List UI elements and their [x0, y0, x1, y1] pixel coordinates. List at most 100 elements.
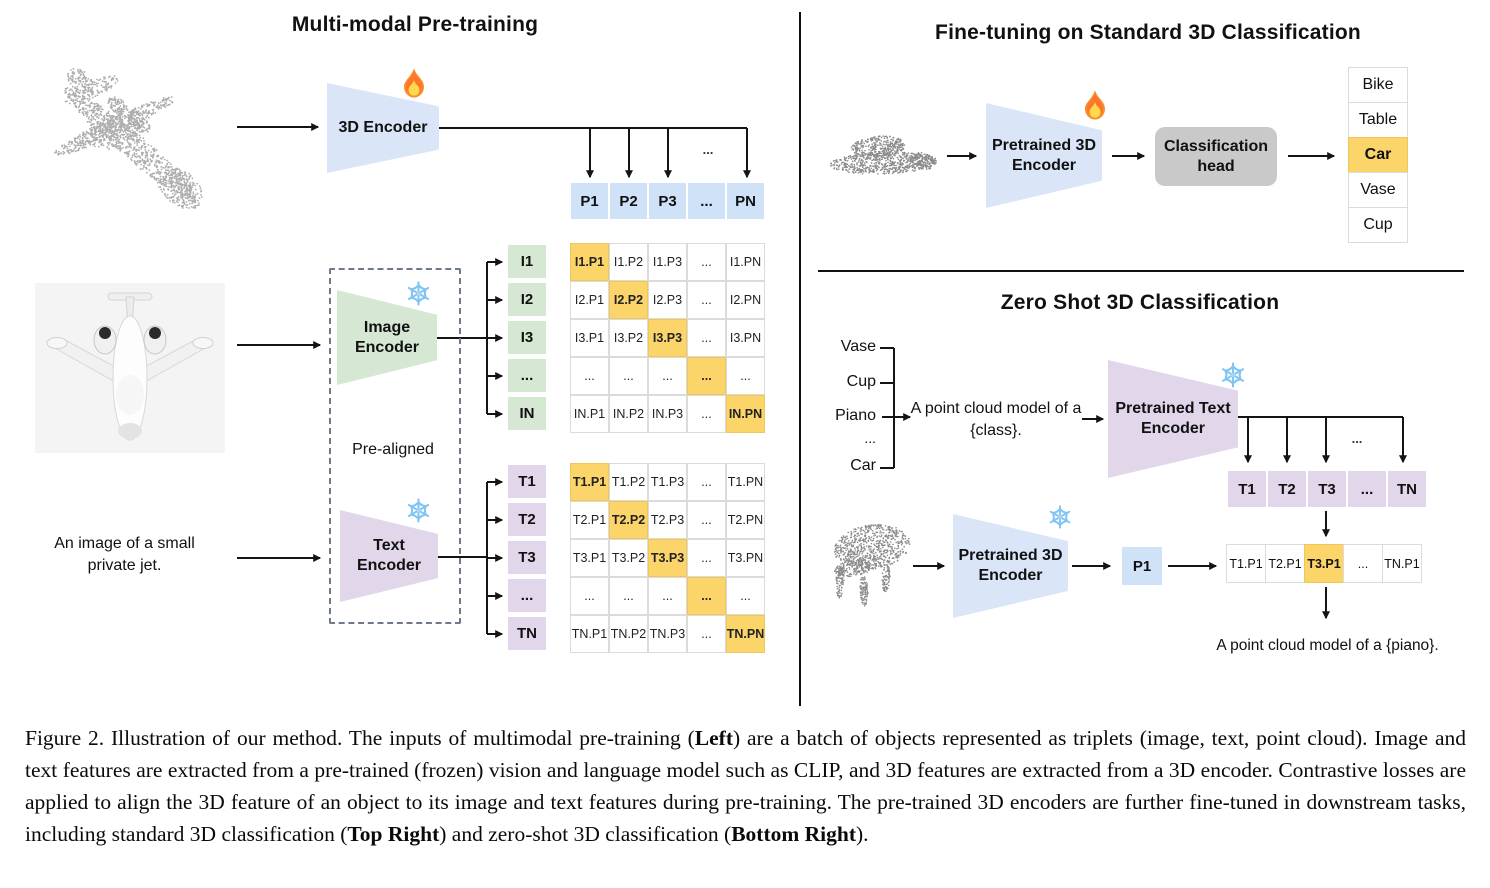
- p-feature-row: P1 P2 P3... PN: [571, 183, 764, 219]
- matrix-cell: T2.P2: [609, 501, 648, 539]
- prealigned-label: Pre-aligned: [352, 441, 434, 458]
- matrix-cell: TN.P2: [609, 615, 648, 653]
- matrix-cell: IN.PN: [726, 395, 765, 433]
- class-option: Bike: [1348, 67, 1408, 103]
- candidate-class: Cup: [846, 373, 876, 390]
- similarity-row: T1.P1 T2.P1 T3.P1... TN.P1: [1226, 544, 1422, 583]
- text-feature-labels: T1 T2 T3... TN: [508, 465, 546, 650]
- p1-vector-box: P1: [1122, 547, 1162, 585]
- 3d-encoder-label: 3D Encoder: [338, 119, 428, 136]
- matrix-cell: ...: [570, 357, 609, 395]
- finetune-title: Fine-tuning on Standard 3D Classificatio…: [935, 21, 1361, 44]
- matrix-cell: I3.P2: [609, 319, 648, 357]
- p-vector-cell: ...: [688, 183, 725, 219]
- matrix-cell: ...: [648, 357, 687, 395]
- matrix-cell: I3.PN: [726, 319, 765, 357]
- image-feature-label: ...: [508, 359, 546, 392]
- matrix-cell: ...: [687, 539, 726, 577]
- text-point-similarity-matrix: T1.P1 T1.P2 T1.P3... T1.PN T2.P1 T2.P2 T2.P3..…: [570, 463, 765, 653]
- matrix-cell: ...: [609, 357, 648, 395]
- figure-caption: Figure 2. Illustration of our method. Th…: [25, 722, 1466, 850]
- ellipsis-p-arrows: ...: [702, 142, 714, 157]
- t-vector-cell: T1: [1228, 471, 1266, 507]
- classification-head-block: Classification head: [1155, 127, 1277, 186]
- similarity-cell: TN.P1: [1382, 544, 1422, 583]
- matrix-cell: T1.PN: [726, 463, 765, 501]
- t-vector-cell: T3: [1308, 471, 1346, 507]
- class-list: Bike Table Car Vase Cup: [1348, 67, 1408, 243]
- p-vector-cell: P2: [610, 183, 647, 219]
- snowflake-icon: [1048, 505, 1072, 529]
- caption-segment: ).: [856, 822, 869, 846]
- matrix-cell: I1.P1: [570, 243, 609, 281]
- candidate-class: Vase: [840, 338, 876, 355]
- zeroshot-3d-encoder-label: Pretrained 3D Encoder: [958, 547, 1063, 584]
- p1-label: P1: [1132, 557, 1152, 575]
- matrix-cell: T2.PN: [726, 501, 765, 539]
- matrix-cell: I2.P1: [570, 281, 609, 319]
- matrix-cell: T1.P1: [570, 463, 609, 501]
- p-vector-cell: PN: [727, 183, 764, 219]
- t-vector-cell: T2: [1268, 471, 1306, 507]
- pretrained-3d-encoder-label: Pretrained 3D Encoder: [991, 136, 1097, 174]
- matrix-cell: T3.P1: [570, 539, 609, 577]
- text-feature-label: ...: [508, 579, 546, 612]
- zeroshot-3d-encoder-block: Pretrained 3D Encoder: [953, 514, 1068, 618]
- matrix-cell: I1.P2: [609, 243, 648, 281]
- matrix-cell: T1.P2: [609, 463, 648, 501]
- caption-segment: ) are a batch of objects represented as …: [25, 726, 1466, 846]
- p-vector-cell: P3: [649, 183, 686, 219]
- matrix-cell: ...: [570, 577, 609, 615]
- matrix-cell: I3.P1: [570, 319, 609, 357]
- matrix-cell: ...: [726, 357, 765, 395]
- matrix-cell: T3.P2: [609, 539, 648, 577]
- image-feature-label: I1: [508, 245, 546, 278]
- horizontal-divider: [818, 270, 1464, 272]
- airplane-point-cloud: [54, 67, 203, 209]
- matrix-cell: ...: [609, 577, 648, 615]
- text-feature-label: T3: [508, 541, 546, 574]
- matrix-cell: IN.P3: [648, 395, 687, 433]
- caption-bold-segment: Top Right: [347, 822, 440, 846]
- prealigned-box: [329, 268, 461, 624]
- zeroshot-title: Zero Shot 3D Classification: [1000, 291, 1280, 314]
- matrix-cell: ...: [687, 577, 726, 615]
- snowflake-icon: [406, 498, 431, 523]
- matrix-cell: I1.P3: [648, 243, 687, 281]
- matrix-cell: TN.P1: [570, 615, 609, 653]
- image-caption-text: An image of a small private jet.: [54, 535, 195, 574]
- matrix-cell: ...: [648, 577, 687, 615]
- t-feature-row: T1 T2 T3... TN: [1228, 471, 1426, 507]
- vertical-divider: [799, 12, 801, 706]
- snowflake-icon: [1220, 362, 1246, 388]
- text-feature-label: TN: [508, 617, 546, 650]
- matrix-cell: ...: [687, 463, 726, 501]
- flame-icon: [402, 68, 426, 98]
- matrix-cell: ...: [687, 501, 726, 539]
- similarity-cell: T1.P1: [1226, 544, 1266, 583]
- class-option: Car: [1348, 137, 1408, 173]
- matrix-cell: T2.P1: [570, 501, 609, 539]
- matrix-cell: T2.P3: [648, 501, 687, 539]
- matrix-cell: T3.P3: [648, 539, 687, 577]
- candidate-class: ...: [864, 430, 876, 446]
- matrix-cell: I2.PN: [726, 281, 765, 319]
- class-option: Vase: [1348, 172, 1408, 208]
- caption-segment: Figure 2. Illustration of our method. Th…: [25, 726, 695, 750]
- candidate-class: Piano: [835, 407, 876, 424]
- pretrained-text-encoder-label: Pretrained Text Encoder: [1115, 400, 1231, 437]
- zeroshot-result-text: A point cloud model of a {piano}.: [1216, 637, 1439, 654]
- class-option: Cup: [1348, 207, 1408, 243]
- flame-icon: [1083, 90, 1107, 120]
- jet-image: [35, 283, 225, 453]
- matrix-cell: ...: [687, 319, 726, 357]
- caption-bold-segment: Bottom Right: [731, 822, 857, 846]
- pretrained-text-encoder-block: Pretrained Text Encoder: [1108, 360, 1238, 478]
- caption-bold-segment: Left: [694, 726, 733, 750]
- similarity-cell: ...: [1343, 544, 1383, 583]
- t-vector-cell: ...: [1348, 471, 1386, 507]
- matrix-cell: IN.P1: [570, 395, 609, 433]
- image-feature-labels: I1 I2 I3... IN: [508, 245, 546, 430]
- image-point-similarity-matrix: I1.P1 I1.P2 I1.P3... I1.PN I2.P1 I2.P2 I2.P3..…: [570, 243, 765, 433]
- piano-point-cloud: [833, 523, 911, 607]
